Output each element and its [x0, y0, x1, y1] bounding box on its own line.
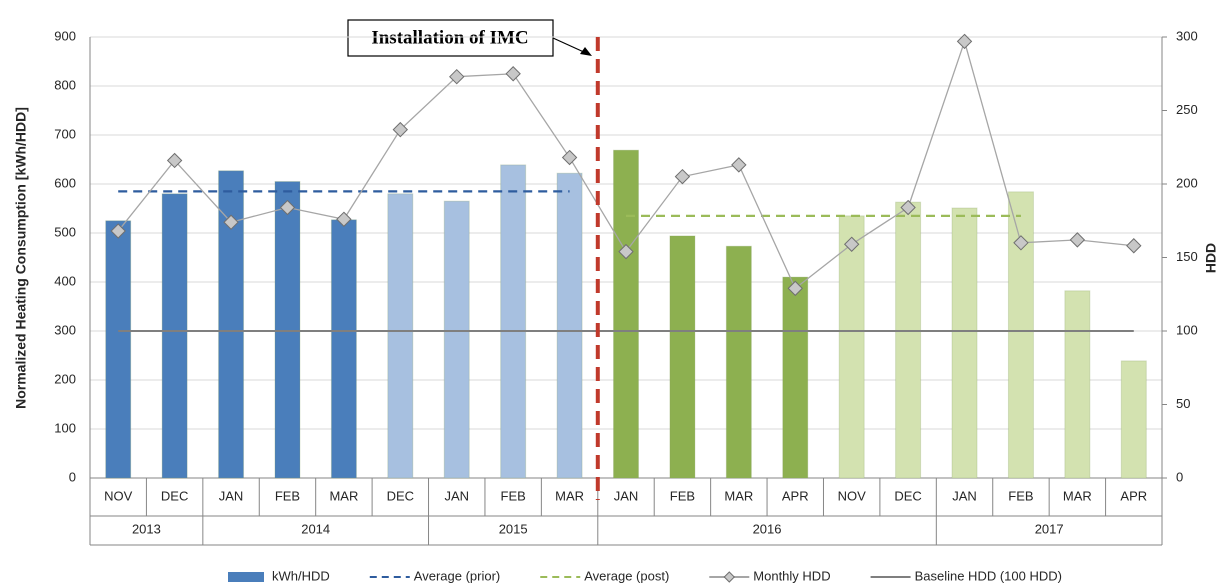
hdd-marker	[1013, 235, 1029, 251]
y-tick-label: 800	[54, 77, 76, 92]
x-tick-label: JAN	[614, 488, 639, 503]
group-label: 2014	[301, 521, 330, 536]
x-tick-label: APR	[782, 488, 809, 503]
hdd-marker	[449, 68, 465, 85]
x-tick-label: JAN	[952, 488, 977, 503]
x-tick-label: FEB	[670, 488, 695, 503]
hdd-marker	[956, 33, 973, 50]
y-tick-label: 700	[54, 126, 76, 141]
legend-label: Monthly HDD	[753, 568, 830, 583]
hdd-marker	[505, 66, 521, 82]
bar	[556, 172, 583, 479]
hdd-marker	[618, 243, 634, 260]
x-tick-label: MAR	[555, 488, 584, 503]
hdd-marker	[787, 280, 803, 297]
annotation-arrow	[552, 37, 587, 54]
y2-tick-label: 200	[1176, 175, 1198, 190]
y2-tick-label: 50	[1176, 396, 1190, 411]
hdd-marker	[110, 223, 126, 239]
legend-label: Average (prior)	[414, 568, 500, 583]
hdd-marker	[1069, 232, 1086, 248]
bar	[330, 219, 357, 479]
hdd-marker	[1126, 238, 1142, 254]
bar	[895, 201, 922, 479]
hdd-marker	[731, 157, 747, 173]
group-label: 2017	[1035, 521, 1064, 536]
y-tick-label: 100	[54, 420, 76, 435]
bar	[725, 245, 752, 479]
y2-tick-label: 300	[1176, 28, 1198, 43]
x-tick-label: MAR	[1063, 488, 1092, 503]
y2-tick-label: 250	[1176, 102, 1198, 117]
legend-marker	[723, 571, 735, 583]
y2-tick-label: 150	[1176, 249, 1198, 264]
x-tick-label: MAR	[724, 488, 753, 503]
x-tick-label: JAN	[444, 488, 469, 503]
bar	[1120, 360, 1147, 479]
x-tick-label: DEC	[387, 488, 414, 503]
bar	[951, 207, 978, 479]
hdd-marker	[674, 168, 691, 185]
y2-axis-label: HDD	[1203, 243, 1219, 273]
legend-swatch	[228, 572, 264, 582]
y-tick-label: 200	[54, 371, 76, 386]
y-tick-label: 900	[54, 28, 76, 43]
y2-tick-label: 100	[1176, 322, 1198, 337]
bar	[669, 235, 696, 479]
annotation-box	[347, 19, 554, 57]
y-tick-label: 500	[54, 224, 76, 239]
legend-label: Baseline HDD (100 HDD)	[915, 568, 1062, 583]
legend-label: Average (post)	[584, 568, 669, 583]
y-tick-label: 400	[54, 273, 76, 288]
hdd-marker	[843, 236, 860, 252]
group-label: 2015	[499, 521, 528, 536]
bar	[274, 181, 301, 479]
x-tick-label: FEB	[275, 488, 300, 503]
x-tick-label: JAN	[219, 488, 244, 503]
y-tick-label: 600	[54, 175, 76, 190]
bar	[1007, 191, 1034, 479]
y2-tick-label: 0	[1176, 469, 1183, 484]
bar	[387, 193, 414, 479]
hdd-marker	[166, 152, 183, 169]
legend-label: kWh/HDD	[272, 568, 330, 583]
y-axis-label: Normalized Heating Consumption [kWh/HDD]	[13, 107, 29, 409]
y-tick-label: 300	[54, 322, 76, 337]
bar	[1064, 290, 1091, 479]
y-tick-label: 0	[69, 469, 76, 484]
x-tick-label: NOV	[838, 488, 867, 503]
group-label: 2013	[132, 521, 161, 536]
bar	[613, 149, 639, 479]
x-tick-label: FEB	[1008, 488, 1033, 503]
x-tick-label: DEC	[161, 488, 188, 503]
bar	[500, 164, 527, 479]
annotation-arrowhead	[580, 47, 592, 56]
annotation: Installation of IMC	[371, 27, 528, 48]
x-tick-label: DEC	[894, 488, 921, 503]
bar	[105, 220, 132, 479]
x-tick-label: FEB	[501, 488, 526, 503]
x-tick-label: APR	[1120, 488, 1147, 503]
bar	[161, 193, 188, 479]
x-tick-label: NOV	[104, 488, 133, 503]
hdd-marker	[336, 211, 352, 227]
bar	[782, 276, 809, 479]
x-tick-label: MAR	[329, 488, 358, 503]
hdd-marker	[392, 121, 409, 138]
bar	[443, 200, 470, 479]
hdd-marker	[223, 214, 239, 230]
group-label: 2016	[753, 521, 782, 536]
hdd-marker	[561, 149, 578, 166]
bar	[838, 215, 865, 479]
hdd-marker	[900, 199, 916, 216]
hdd-marker	[279, 199, 296, 216]
